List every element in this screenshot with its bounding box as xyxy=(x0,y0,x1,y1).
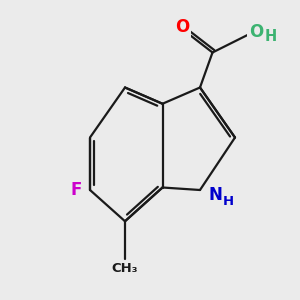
Text: O: O xyxy=(175,18,189,36)
Text: O: O xyxy=(249,23,264,41)
Text: CH₃: CH₃ xyxy=(112,262,138,275)
Text: F: F xyxy=(71,181,82,199)
Text: N: N xyxy=(208,185,222,203)
Text: H: H xyxy=(265,29,277,44)
Text: H: H xyxy=(222,195,233,208)
